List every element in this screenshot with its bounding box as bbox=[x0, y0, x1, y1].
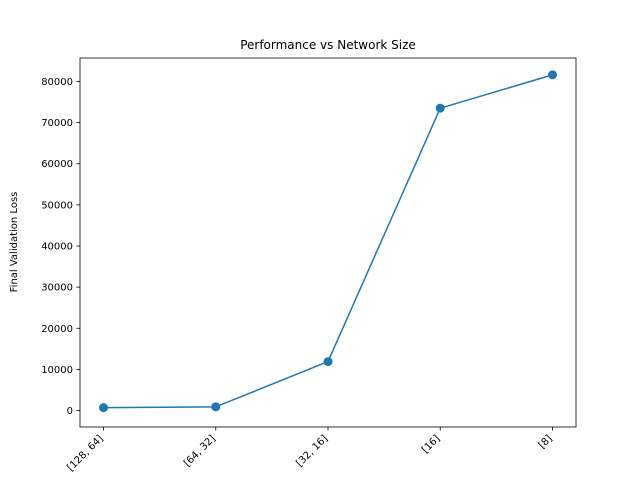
y-tick-label: 40000 bbox=[41, 241, 73, 252]
y-tick-label: 20000 bbox=[41, 324, 73, 335]
y-tick-label: 50000 bbox=[41, 200, 73, 211]
y-tick-label: 10000 bbox=[41, 365, 73, 376]
data-point bbox=[323, 357, 333, 367]
chart-title: Performance vs Network Size bbox=[240, 38, 416, 52]
y-axis-label: Final Validation Loss bbox=[9, 192, 20, 293]
y-tick-label: 30000 bbox=[41, 283, 73, 294]
data-point bbox=[99, 403, 108, 413]
y-tick-label: 70000 bbox=[41, 118, 73, 129]
data-point bbox=[211, 402, 221, 412]
y-tick-label: 60000 bbox=[41, 159, 73, 170]
y-tick-label: 0 bbox=[67, 406, 73, 417]
data-point bbox=[435, 103, 445, 113]
data-point bbox=[548, 70, 557, 80]
y-tick-label: 80000 bbox=[41, 77, 73, 88]
plot-frame bbox=[79, 57, 577, 428]
